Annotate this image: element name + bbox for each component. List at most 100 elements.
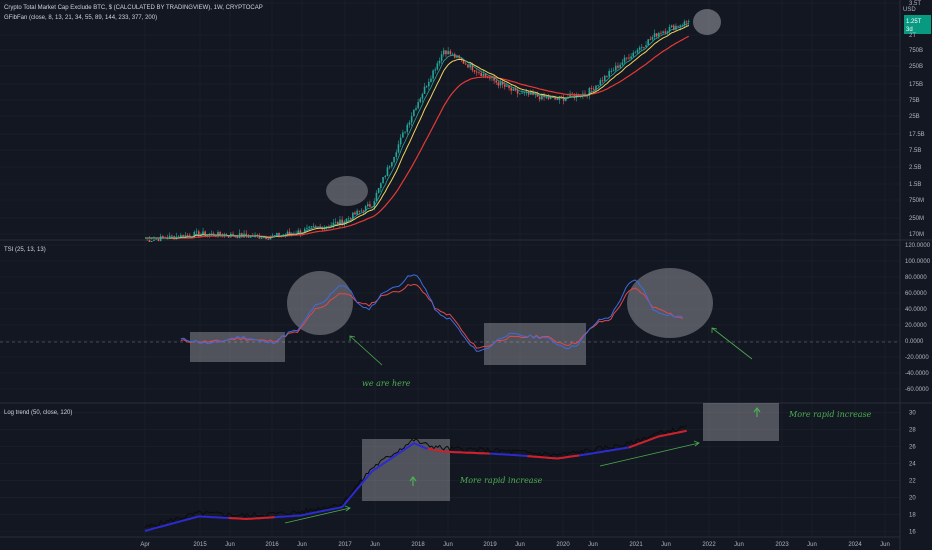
candle-body [681,25,684,27]
candle-body [159,236,162,242]
candle-body [312,226,315,228]
last-price-countdown: 3d [906,27,913,33]
candle-body [651,37,654,40]
candle-body [297,230,300,234]
candle-body [373,201,376,207]
candle-body [260,238,263,240]
candle-body [241,233,243,238]
time-axis-tick: Jun [225,542,235,548]
candle-body [554,97,556,100]
candle-body [617,65,619,68]
candle-body [562,97,565,101]
price-axis-tick: 17.5B [909,132,925,138]
candle-body [402,132,404,138]
log-trend-axis-tick: 24 [909,462,916,468]
candle-body [480,72,482,76]
candle-body [595,85,597,90]
candle-body [527,92,530,95]
candle-body [358,210,361,212]
candle-body [245,233,248,237]
candle-body [182,235,184,238]
log-trend-axis-tick: 18 [909,513,916,519]
candle-body [612,70,615,72]
price-axis-tick: 2T [909,33,916,39]
tsi-highlight-circle-2017 [287,271,353,335]
time-axis-tick: Apr [140,542,149,548]
log-trend-legend[interactable]: Log trend (50, close, 120) [4,410,72,416]
candle-body [430,78,432,82]
tsi-axis-tick: 80.0000 [905,275,927,281]
candle-body [501,81,504,85]
tsi-range-box-2015 [190,332,285,362]
candle-body [592,88,595,90]
candle-body [534,94,537,95]
candle-body [672,25,675,30]
candle-body [558,96,561,100]
candle-body [438,60,441,64]
time-axis-tick: 2017 [338,542,352,548]
highlight-circle-2017 [326,176,368,206]
currency-label: USD [903,7,916,13]
candle-body [146,239,149,241]
candle-body [202,231,204,235]
candle-body [599,80,602,86]
candle-body [638,47,641,50]
tsi-legend[interactable]: TSI (25, 13, 13) [4,247,46,253]
candle-body [640,46,643,48]
log-trend-red-segment [427,447,490,455]
candle-body [484,73,487,77]
candle-body [186,235,189,236]
candle-body [377,187,380,193]
candle-body [451,53,454,55]
candle-body [204,231,206,237]
candle-body [278,233,280,237]
chart-title[interactable]: Crypto Total Market Cap Exclude BTC, $ (… [4,5,263,11]
candle-body [662,31,664,34]
time-axis-tick: 2024 [848,542,862,548]
candle-body [249,235,252,238]
log-trend-arrow-2016 [284,505,351,524]
price-axis-tick: 175B [909,82,923,88]
candle-body [658,32,660,37]
candle-body [456,55,458,58]
candle-body [514,88,517,91]
candle-body [588,88,591,96]
candle-body [506,85,508,87]
tsi-range-box-2019 [484,323,586,365]
candle-body [206,234,209,237]
candle-body [236,236,239,239]
candle-body [314,226,317,228]
time-axis-labels[interactable]: Apr 2015 Jun 2016 Jun 2017 Jun 2018 Jun 2019 Jun 20… [140,542,890,548]
tsi-axis-tick: 40.0000 [905,307,927,313]
candle-body [269,237,272,240]
candle-body [464,63,467,65]
up-arrow-icon [409,476,417,486]
candle-body [162,236,164,238]
candle-body [423,86,426,94]
candle-body [339,219,341,225]
price-axis-tick: 750M [909,198,924,204]
candle-body [440,54,443,61]
candle-body [632,52,635,57]
candle-body [219,231,221,236]
candle-body [679,25,681,27]
candle-body [286,231,289,235]
price-axis-tick: 750B [909,48,923,54]
candle-body [388,166,391,168]
candle-body [655,33,658,37]
candle-body [610,70,613,72]
log-trend-arrow-2020 [599,440,700,467]
candle-body [621,62,624,65]
candle-body [360,210,363,212]
time-axis-tick: 2022 [702,542,716,548]
candle-body [519,93,521,95]
candle-body [263,236,265,239]
candle-body [538,96,541,100]
candle-body [256,234,259,236]
candle-body [687,21,690,23]
candle-body [180,235,182,238]
candle-body [666,31,669,33]
indicator-legend[interactable]: GFibFan (close, 8, 13, 21, 34, 55, 89, 1… [4,15,157,21]
last-price-badge [904,15,931,34]
log-trend-axis-tick: 16 [909,530,916,536]
